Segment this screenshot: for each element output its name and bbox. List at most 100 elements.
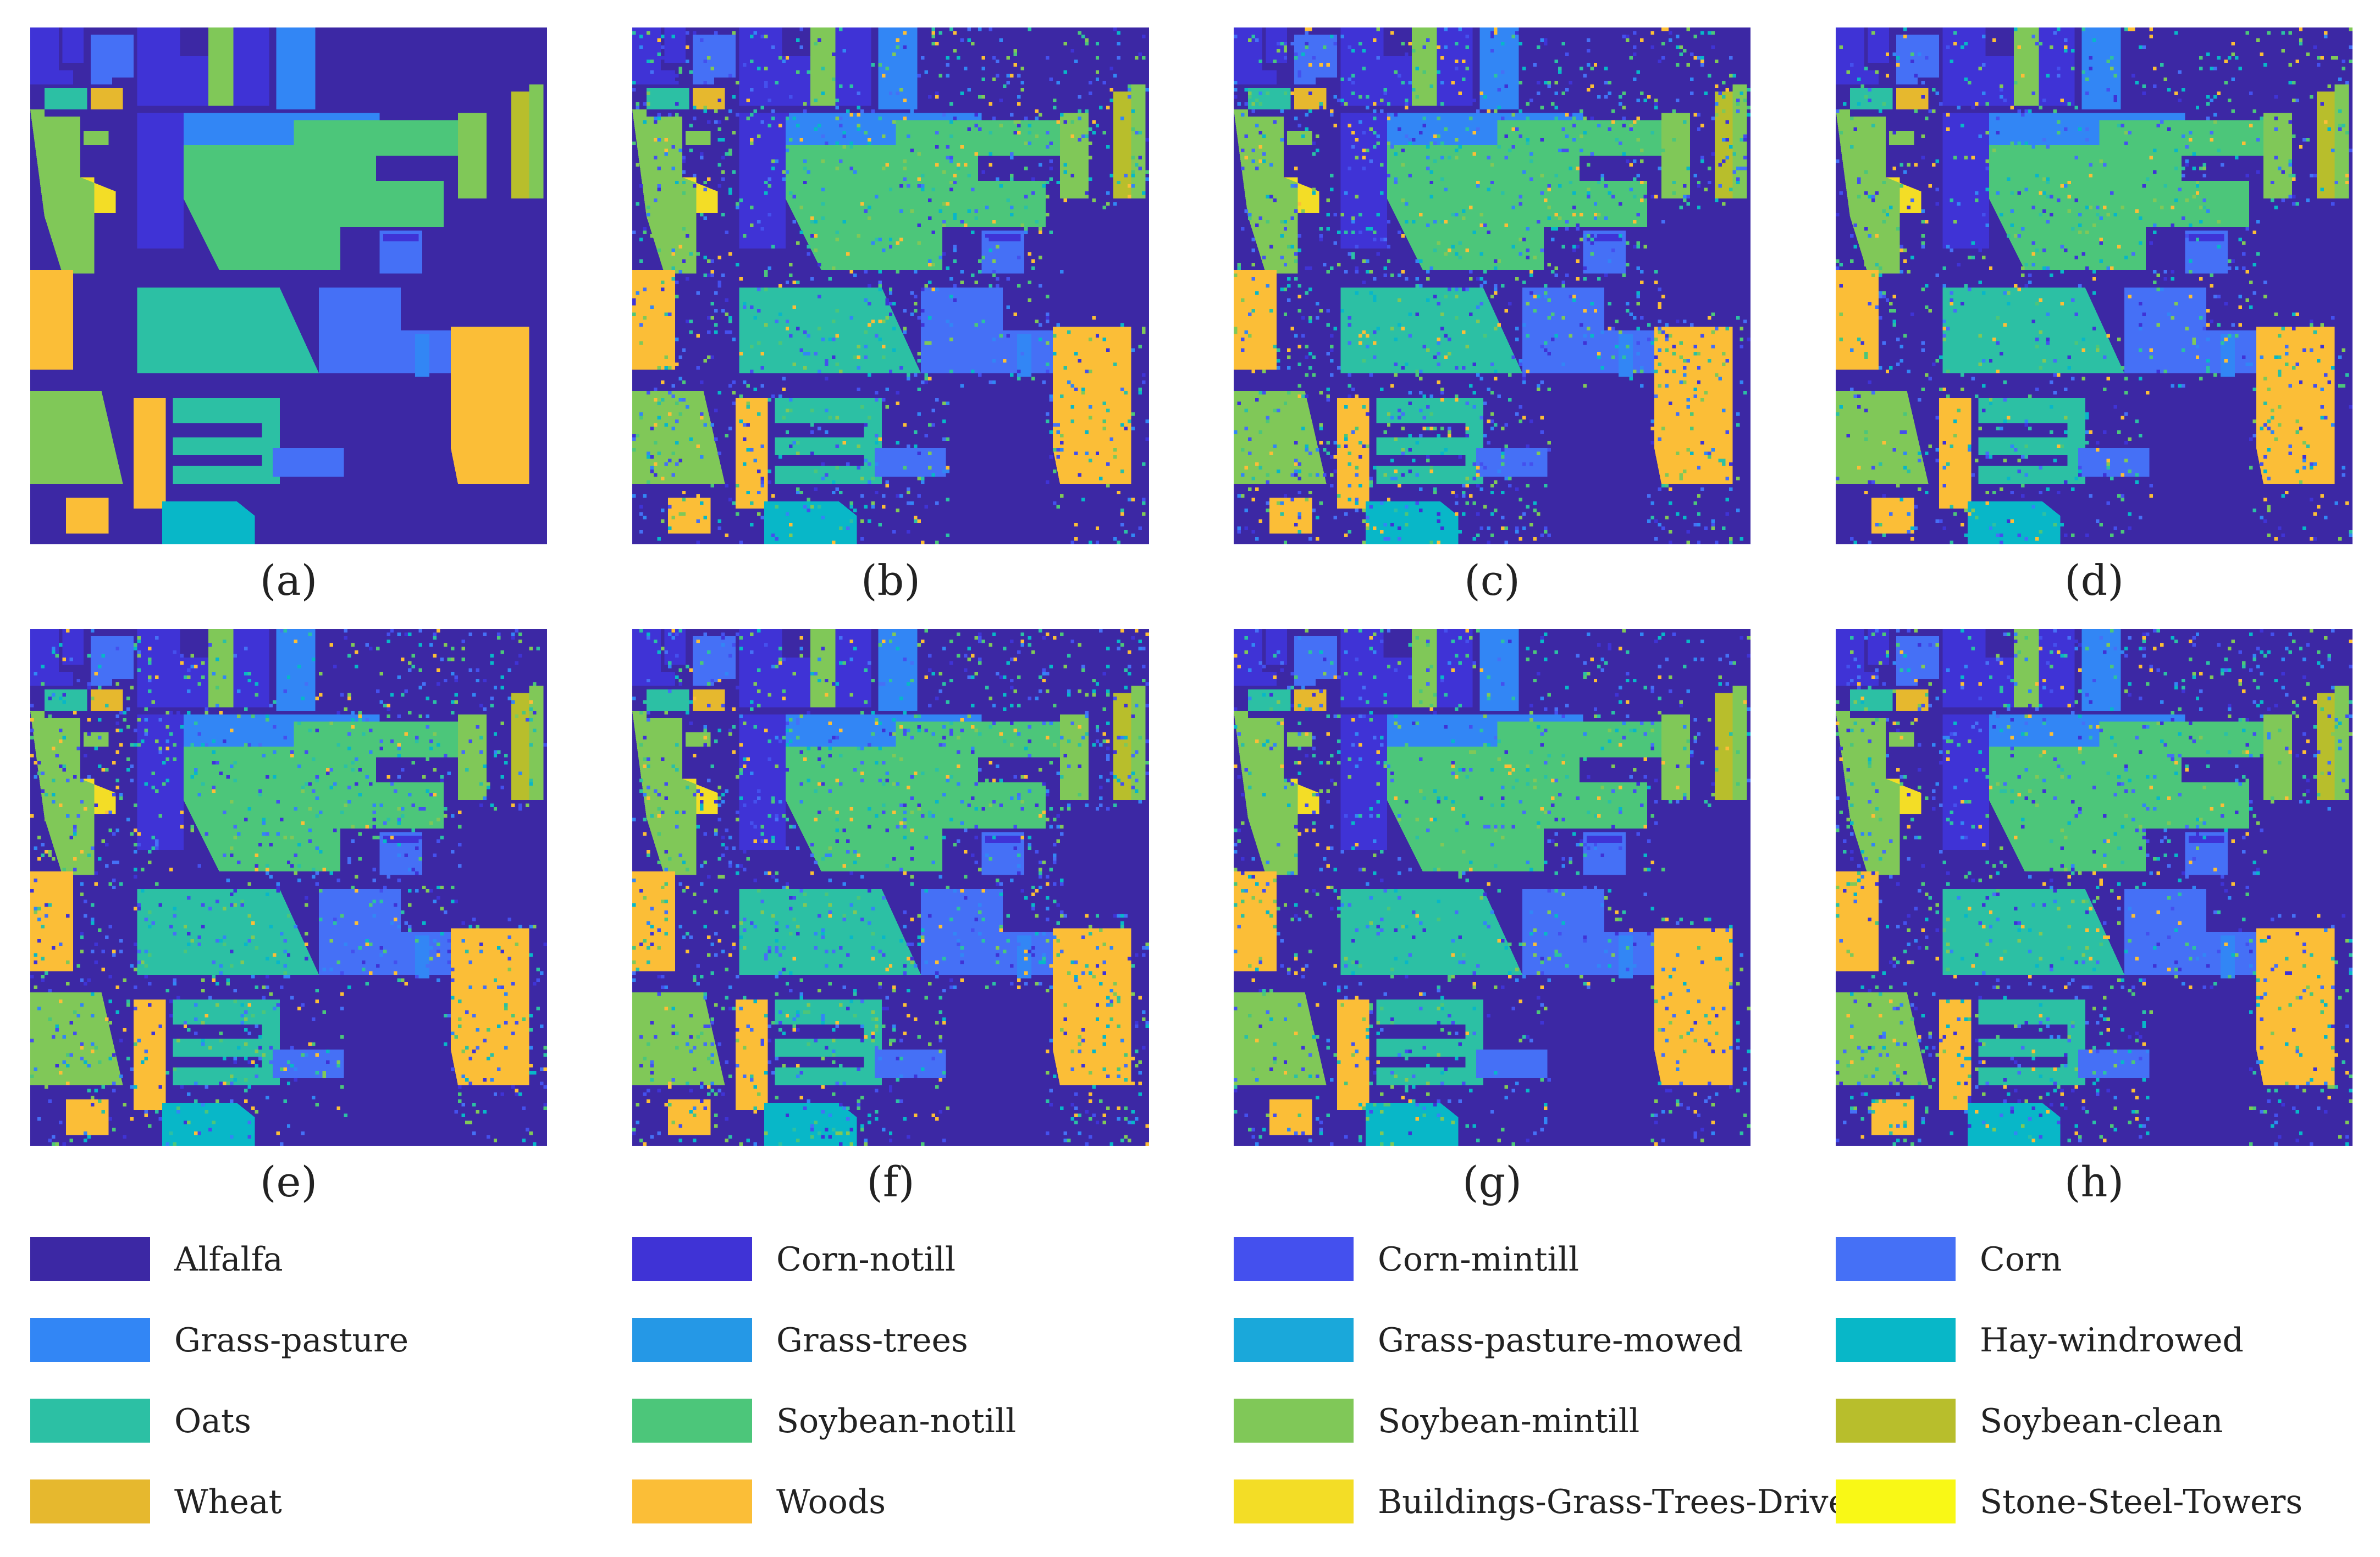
pixel [2024, 423, 2029, 427]
pixel [2313, 537, 2317, 541]
pixel [2024, 444, 2029, 448]
pixel [946, 202, 949, 206]
pixel [842, 48, 846, 53]
pixel [1468, 269, 1473, 274]
pixel [1128, 95, 1131, 99]
pixel [2256, 137, 2260, 142]
pixel [230, 903, 234, 907]
pixel [247, 671, 251, 676]
pixel [1355, 427, 1359, 430]
pixel [2046, 358, 2050, 363]
pixel [2085, 137, 2089, 142]
pixel [401, 693, 405, 697]
pixel [700, 156, 704, 159]
pixel [1405, 505, 1409, 509]
pixel [917, 358, 921, 363]
pixel [1387, 117, 1391, 120]
pixel [418, 836, 423, 840]
pixel [1935, 448, 1939, 452]
pixel [810, 430, 814, 434]
pixel [1273, 408, 1277, 413]
pixel [949, 102, 953, 106]
pixel [34, 910, 37, 914]
pixel [1398, 416, 1401, 420]
pixel [732, 401, 736, 406]
pixel [1234, 430, 1238, 434]
pixel [1864, 490, 1868, 495]
pixel [967, 127, 971, 131]
pixel [1039, 227, 1042, 231]
pixel [2039, 366, 2042, 370]
pixel [2274, 95, 2278, 99]
pixel [749, 34, 754, 38]
pixel [1145, 88, 1149, 92]
pixel [2302, 526, 2306, 531]
pixel [2067, 355, 2071, 359]
pixel [717, 280, 722, 284]
pixel [2142, 84, 2146, 89]
pixel [1258, 59, 1262, 63]
pixel [472, 1131, 476, 1135]
pixel [1722, 362, 1726, 366]
pixel [208, 643, 212, 647]
pixel [540, 971, 544, 975]
pixel [108, 882, 113, 886]
pixel [2121, 206, 2125, 209]
pixel [1494, 259, 1498, 263]
pixel [1479, 91, 1483, 96]
pixel [2181, 134, 2185, 138]
pixel [1636, 351, 1641, 356]
pixel [2313, 45, 2317, 49]
pixel [789, 191, 793, 195]
pixel [2345, 81, 2349, 85]
pixel [1362, 67, 1366, 70]
pixel [1957, 106, 1961, 110]
pixel [1540, 137, 1544, 142]
pixel [372, 818, 376, 822]
pixel [832, 540, 836, 544]
classification-map-d [1836, 27, 2353, 544]
pixel [112, 878, 116, 882]
pixel [351, 725, 355, 729]
pixel [696, 366, 700, 370]
pixel [2149, 483, 2153, 488]
pixel [1597, 277, 1601, 281]
pixel [639, 530, 643, 534]
pixel [1885, 423, 1890, 427]
pixel [1348, 462, 1351, 466]
field-soybean-mintill [1836, 109, 1900, 274]
pixel [2010, 124, 2014, 128]
pixel [989, 248, 992, 252]
pixel [1362, 519, 1366, 523]
pixel [2338, 127, 2342, 131]
pixel [736, 113, 739, 117]
pixel [835, 106, 839, 110]
pixel [344, 636, 347, 640]
pixel [2185, 234, 2189, 238]
pixel [1042, 380, 1046, 384]
pixel [814, 220, 818, 224]
pixel [1429, 466, 1434, 470]
pixel [404, 732, 408, 736]
pixel [2288, 391, 2292, 395]
pixel [1454, 156, 1459, 159]
pixel [1679, 206, 1683, 209]
pixel [383, 839, 387, 843]
pixel [1515, 487, 1519, 491]
pixel [1258, 102, 1262, 106]
pixel [1444, 334, 1448, 338]
pixel [1711, 312, 1715, 317]
pixel [1433, 159, 1437, 163]
pixel [1454, 398, 1459, 402]
pixel [1095, 41, 1100, 46]
pixel [1454, 59, 1459, 63]
pixel [1942, 466, 1946, 470]
pixel [1422, 117, 1427, 120]
pixel [785, 117, 789, 120]
pixel [1419, 509, 1423, 512]
pixel [1682, 120, 1687, 124]
pixel [147, 657, 152, 661]
pixel [874, 195, 879, 199]
pixel [789, 408, 793, 413]
pixel [981, 77, 985, 81]
